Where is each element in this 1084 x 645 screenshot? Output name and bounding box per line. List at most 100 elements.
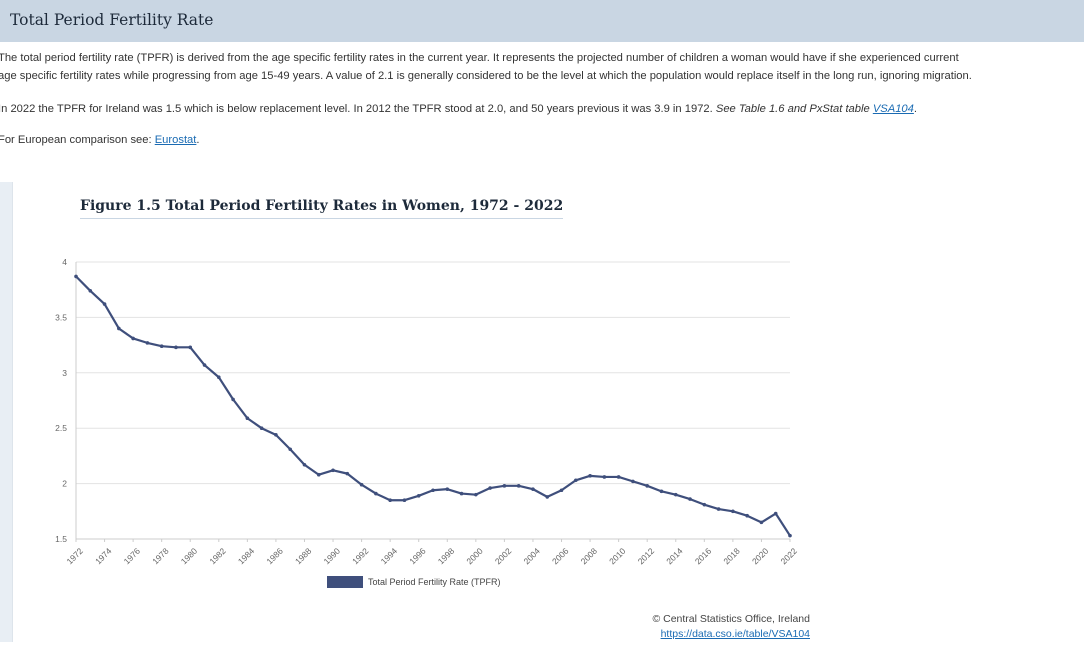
tpfr-point xyxy=(359,482,364,487)
tpfr-point xyxy=(616,475,621,479)
x-tick-label: 1972 xyxy=(64,546,85,567)
tpfr-text-end: . xyxy=(913,103,917,115)
x-tick-label: 2004 xyxy=(521,546,542,567)
intro-paragraph-line-1: The total period fertility rate (TPFR) i… xyxy=(0,49,1084,67)
x-tick-label: 1988 xyxy=(293,546,314,567)
tpfr-point xyxy=(531,487,535,491)
legend-swatch xyxy=(327,576,363,588)
tpfr-point xyxy=(402,498,407,503)
tpfr-point xyxy=(673,492,678,497)
tpfr-point xyxy=(274,433,278,437)
vsa104-link[interactable]: VSA104 xyxy=(872,103,914,115)
x-tick-label: 2010 xyxy=(607,546,628,567)
x-tick-label: 1998 xyxy=(436,546,457,567)
copyright-text: © Central Statistics Office, Ireland xyxy=(652,613,810,625)
tpfr-point xyxy=(202,363,207,367)
table-reference: See Table 1.6 and PxStat table xyxy=(715,103,873,115)
tpfr-point xyxy=(788,533,792,538)
tpfr-point xyxy=(174,345,178,350)
tpfr-point xyxy=(474,492,478,497)
tpfr-point xyxy=(388,498,392,503)
x-tick-label: 2016 xyxy=(693,546,714,567)
eurostat-text: For European comparison see: xyxy=(0,134,155,146)
x-tick-label: 2020 xyxy=(750,546,771,567)
tpfr-point xyxy=(74,274,78,279)
tpfr-point xyxy=(745,513,749,518)
x-tick-label: 1984 xyxy=(236,546,257,567)
x-tick-label: 2000 xyxy=(464,546,485,567)
tpfr-point xyxy=(645,484,649,488)
tpfr-point xyxy=(345,471,350,476)
y-tick-label: 1.5 xyxy=(55,534,67,544)
x-tick-label: 2002 xyxy=(493,546,514,567)
tpfr-point xyxy=(459,491,464,496)
tpfr-paragraph: In 2022 the TPFR for Ireland was 1.5 whi… xyxy=(0,100,1084,118)
tpfr-point xyxy=(559,488,564,493)
tpfr-point xyxy=(131,336,135,341)
tpfr-point xyxy=(302,462,307,467)
tpfr-point xyxy=(759,520,764,525)
x-tick-label: 1974 xyxy=(93,546,114,567)
x-tick-label: 2022 xyxy=(778,546,799,567)
tpfr-point xyxy=(773,511,778,516)
tpfr-point xyxy=(288,447,293,452)
chart-title: Figure 1.5 Total Period Fertility Rates … xyxy=(80,198,564,219)
header-bar: Total Period Fertility Rate xyxy=(0,0,1084,42)
x-tick-label: 1996 xyxy=(407,546,428,567)
chart-panel-edge xyxy=(0,182,13,642)
tpfr-point xyxy=(245,416,250,421)
x-tick-label: 1978 xyxy=(150,546,171,567)
intro-text-2: age specific fertility rates while progr… xyxy=(0,70,972,82)
x-tick-label: 1986 xyxy=(264,546,285,567)
x-tick-label: 2008 xyxy=(579,546,600,567)
x-tick-label: 1982 xyxy=(207,546,228,567)
x-tick-label: 1994 xyxy=(379,546,400,567)
x-tick-label: 1992 xyxy=(350,546,371,567)
tpfr-point xyxy=(217,375,221,380)
eurostat-text-end: . xyxy=(196,134,200,146)
tpfr-point xyxy=(102,302,107,306)
tpfr-point xyxy=(188,345,193,350)
tpfr-point xyxy=(259,426,264,431)
tpfr-point xyxy=(716,507,721,511)
x-tick-label: 1980 xyxy=(179,546,200,567)
tpfr-point xyxy=(631,479,635,484)
tpfr-point xyxy=(117,326,121,331)
y-tick-label: 4 xyxy=(62,257,67,267)
legend-label: Total Period Fertility Rate (TPFR) xyxy=(368,577,501,587)
x-tick-label: 1990 xyxy=(322,546,343,567)
tpfr-point xyxy=(688,497,692,501)
eurostat-link[interactable]: Eurostat xyxy=(154,134,197,146)
tpfr-point xyxy=(231,397,235,402)
page-title: Total Period Fertility Rate xyxy=(10,11,214,29)
y-tick-label: 2 xyxy=(62,479,67,489)
tpfr-point xyxy=(731,509,735,514)
tpfr-point xyxy=(374,491,378,496)
source-link[interactable]: https://data.cso.ie/table/VSA104 xyxy=(660,628,810,640)
intro-paragraph-line-2: age specific fertility rates while progr… xyxy=(0,67,1084,85)
x-tick-label: 2012 xyxy=(636,546,657,567)
tpfr-point xyxy=(88,289,93,293)
intro-text-1: The total period fertility rate (TPFR) i… xyxy=(0,52,959,64)
tpfr-point xyxy=(416,493,421,498)
tpfr-point xyxy=(331,468,335,473)
tpfr-point xyxy=(545,495,550,499)
x-tick-label: 1976 xyxy=(122,546,143,567)
x-tick-label: 2018 xyxy=(721,546,742,567)
tpfr-series-line xyxy=(75,275,791,537)
tpfr-point xyxy=(445,487,450,491)
tpfr-text: In 2022 the TPFR for Ireland was 1.5 whi… xyxy=(0,103,716,115)
x-tick-label: 2006 xyxy=(550,546,571,567)
tpfr-point xyxy=(488,486,492,490)
tpfr-point xyxy=(574,478,578,483)
y-tick-label: 3.5 xyxy=(55,312,67,322)
tpfr-point xyxy=(516,484,521,488)
tpfr-point xyxy=(316,472,321,477)
x-tick-label: 2014 xyxy=(664,546,685,567)
y-tick-label: 3 xyxy=(62,368,67,378)
tpfr-point xyxy=(159,344,164,349)
tpfr-point xyxy=(502,484,507,488)
tpfr-point xyxy=(602,475,607,479)
tpfr-point xyxy=(145,341,150,345)
